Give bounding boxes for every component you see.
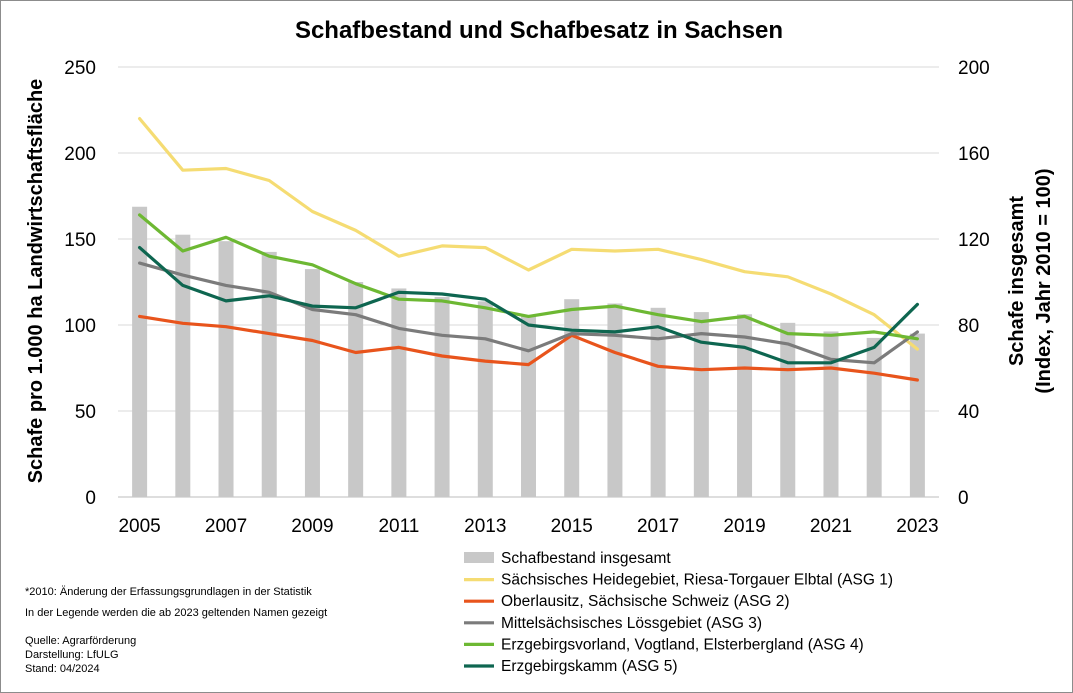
y-axis-right-label-line2: (Index, Jahr 2010 = 100) (1033, 168, 1055, 393)
y-right-tick-0: 0 (958, 488, 969, 509)
bar-2011 (391, 288, 407, 497)
bar-2017 (650, 307, 666, 497)
bar-2015 (564, 299, 580, 497)
legend-label-asg-5: Erzgebirgskamm (ASG 5) (501, 658, 678, 675)
legend-label-asg-2: Oberlausitz, Sächsische Schweiz (ASG 2) (501, 593, 790, 610)
series-line-asg-3 (138, 261, 920, 365)
x-tick-2009: 2009 (291, 516, 333, 537)
source-quelle: Quelle: Agrarförderung (25, 635, 136, 647)
y-left-tick-100: 100 (64, 316, 96, 337)
x-tick-2013: 2013 (464, 516, 506, 537)
y-left-tick-250: 250 (64, 58, 96, 79)
x-tick-2021: 2021 (810, 516, 852, 537)
x-tick-2017: 2017 (637, 516, 679, 537)
bar-2019 (737, 314, 753, 497)
bar-2005 (132, 206, 148, 497)
bar-2022 (866, 337, 882, 497)
bar-2018 (693, 312, 709, 497)
legend-label-asg-4: Erzgebirgsvorland, Vogtland, Elsterbergl… (501, 636, 864, 653)
note-statistik: *2010: Änderung der Erfassungsgrundlagen… (25, 586, 312, 598)
bar-2023 (909, 333, 925, 497)
series-line-asg-2 (138, 314, 920, 382)
y-axis-left-label: Schafe pro 1.000 ha Landwirtschaftsfläch… (25, 79, 47, 484)
legend-swatch-bars (464, 552, 494, 563)
series-line-asg-4 (138, 213, 920, 341)
bar-2012 (434, 297, 450, 497)
x-tick-2005: 2005 (118, 516, 160, 537)
legend: Schafbestand insgesamt Sächsisches Heideg… (464, 550, 893, 675)
y-right-tick-160: 160 (958, 144, 990, 165)
note-legende: In der Legende werden die ab 2023 gelten… (25, 607, 327, 619)
y-right-tick-200: 200 (958, 58, 990, 79)
series-line-asg-1 (138, 116, 920, 351)
bar-2013 (477, 301, 493, 497)
x-tick-2019: 2019 (723, 516, 765, 537)
legend-label-bars: Schafbestand insgesamt (501, 550, 671, 567)
y-left-tick-200: 200 (64, 144, 96, 165)
bar-series (132, 206, 925, 497)
y-left-tick-50: 50 (75, 402, 96, 423)
y-left-tick-150: 150 (64, 230, 96, 251)
y-right-tick-80: 80 (958, 316, 979, 337)
series-line-asg-5 (138, 246, 920, 365)
x-tick-2023: 2023 (896, 516, 938, 537)
source-darstellung: Darstellung: LfULG (25, 649, 119, 661)
bar-2021 (823, 331, 839, 497)
bar-2008 (261, 251, 277, 497)
y-right-tick-120: 120 (958, 230, 990, 251)
bar-2009 (304, 269, 320, 497)
chart-title: Schafbestand und Schafbesatz in Sachsen (295, 17, 783, 44)
bar-2007 (218, 241, 234, 497)
line-series (138, 116, 920, 382)
source-stand: Stand: 04/2024 (25, 663, 100, 675)
y-left-tick-0: 0 (85, 488, 96, 509)
bar-2014 (521, 316, 536, 497)
x-tick-2011: 2011 (378, 516, 419, 537)
axis-ticks: 0 0 50 40 100 80 150 120 200 160 250 200 2005 2007 200… (64, 58, 989, 537)
x-tick-2015: 2015 (551, 516, 593, 537)
y-right-tick-40: 40 (958, 402, 979, 423)
bar-2006 (175, 234, 191, 497)
bar-2020 (780, 322, 796, 497)
legend-label-asg-3: Mittelsächsisches Lössgebiet (ASG 3) (501, 615, 762, 632)
x-tick-2007: 2007 (205, 516, 247, 537)
bar-2010 (348, 282, 364, 497)
y-axis-right-label-line1: Schafe insgesamt (1006, 196, 1028, 366)
legend-label-asg-1: Sächsisches Heidegebiet, Riesa-Torgauer … (501, 572, 893, 589)
